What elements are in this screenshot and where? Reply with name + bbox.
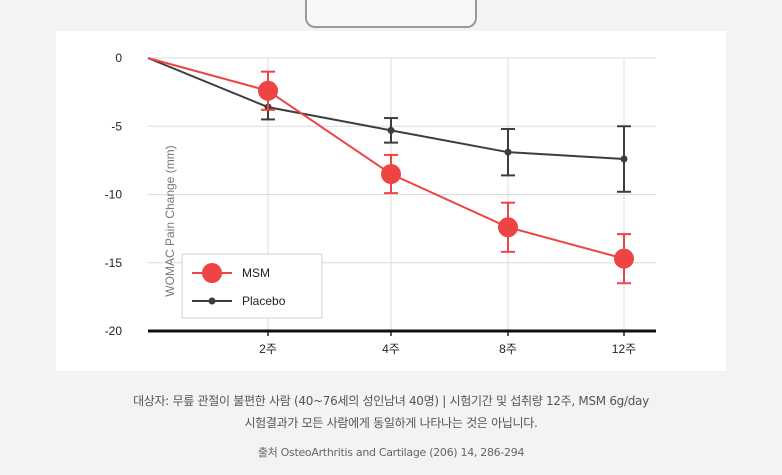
data-point-placebo [620,155,628,163]
caption-disclaimer: 시험결과가 모든 사람에게 동일하게 나타나는 것은 아닙니다. [244,416,538,430]
data-point-msm [498,217,518,238]
x-tick-label: 8주 [499,342,517,356]
data-point-placebo [504,148,512,156]
data-point-msm [381,164,401,185]
legend: MSM Placebo [181,253,323,319]
y-tick-label: -15 [105,256,123,270]
y-tick-label: 0 [115,51,122,65]
axes: 0 -5 -10 -15 -20 2주 4주 8주 12주 [105,51,656,356]
clipboard-clip [305,0,477,28]
data-point-msm [258,80,278,101]
caption-source: 출처 OsteoArthritis and Cartilage (206) 14… [257,446,525,459]
line-chart: 0 -5 -10 -15 -20 2주 4주 8주 12주 WOMAC Pain Change … [105,51,656,356]
chart-panel: 0 -5 -10 -15 -20 2주 4주 8주 12주 WOMAC Pain Change … [56,31,726,371]
y-axis-label: WOMAC Pain Change (mm) [163,145,177,296]
caption-study-info: 대상자: 무릎 관절이 불편한 사람 (40~76세의 성인남녀 40명) | … [133,394,649,408]
series [147,57,634,285]
legend-msm-marker [202,263,222,283]
y-tick-label: -5 [111,119,122,133]
y-tick-label: -10 [105,188,123,202]
legend-box [181,253,323,319]
x-tick-label: 12주 [612,342,636,356]
series-line-placebo [147,57,625,161]
x-tick-label: 4주 [382,342,400,356]
legend-msm-label: MSM [242,266,270,280]
legend-placebo-label: Placebo [242,294,286,308]
x-tick-label: 2주 [259,342,277,356]
legend-placebo-marker [208,297,216,305]
y-tick-label: -20 [105,324,123,338]
data-point-placebo [387,126,395,134]
data-point-msm [614,248,634,269]
